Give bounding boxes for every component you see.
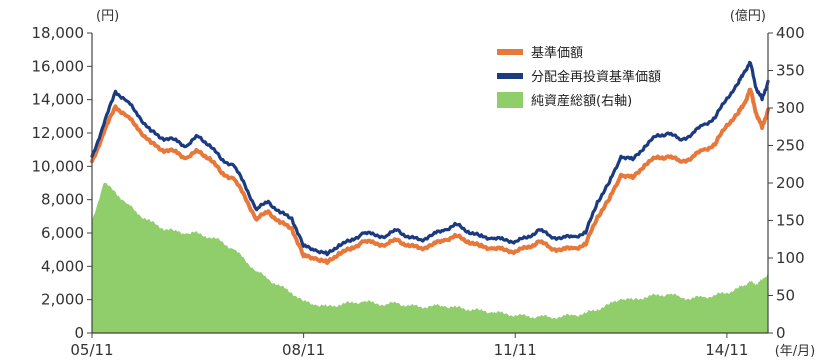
- left-tick-label: 12,000: [32, 124, 85, 142]
- legend-label: 基準価額: [531, 45, 583, 61]
- right-tick-label: 300: [776, 99, 805, 117]
- left-tick-label: 18,000: [32, 24, 85, 42]
- right-tick-label: 250: [776, 137, 805, 155]
- right-tick-label: 50: [776, 287, 795, 305]
- right-tick-label: 100: [776, 249, 805, 267]
- legend-label: 分配金再投資基準価額: [531, 69, 661, 85]
- area-layer: [92, 182, 768, 333]
- left-tick-label: 2,000: [41, 291, 84, 309]
- right-axis-unit: (億円): [730, 8, 766, 24]
- left-axis-unit: (円): [96, 9, 119, 24]
- series-0-line: [90, 87, 770, 265]
- left-tick-label: 10,000: [32, 157, 85, 175]
- left-tick-label: 16,000: [32, 57, 85, 75]
- x-tick-label: 08/11: [282, 341, 325, 359]
- legend-label: 純資産総額(右軸): [531, 93, 632, 109]
- right-tick-label: 150: [776, 212, 805, 230]
- legend-swatch-line: [497, 73, 523, 79]
- x-tick-label: 14/11: [705, 341, 748, 359]
- right-tick-label: 0: [776, 324, 786, 342]
- legend-swatch-area: [497, 92, 523, 108]
- axis-layer: 0 2,000 4,000 6,000 8,000 10,000 12,000 14,000 1…: [32, 8, 816, 359]
- right-tick-label: 400: [776, 24, 805, 42]
- legend-swatch-line: [497, 49, 523, 55]
- x-tick-label: 05/11: [70, 341, 113, 359]
- right-tick-label: 350: [776, 62, 805, 80]
- x-tick-label: 11/11: [494, 341, 537, 359]
- left-tick-label: 4,000: [41, 257, 84, 275]
- left-tick-label: 0: [74, 324, 84, 342]
- series-2-net-assets-area: [92, 182, 768, 333]
- left-tick-label: 14,000: [32, 91, 85, 109]
- right-tick-label: 200: [776, 174, 805, 192]
- series-1-line: [90, 60, 770, 257]
- left-tick-label: 6,000: [41, 224, 84, 242]
- line-layer: [90, 60, 770, 265]
- left-tick-label: 8,000: [41, 191, 84, 209]
- x-axis-unit: (年/月): [775, 344, 816, 359]
